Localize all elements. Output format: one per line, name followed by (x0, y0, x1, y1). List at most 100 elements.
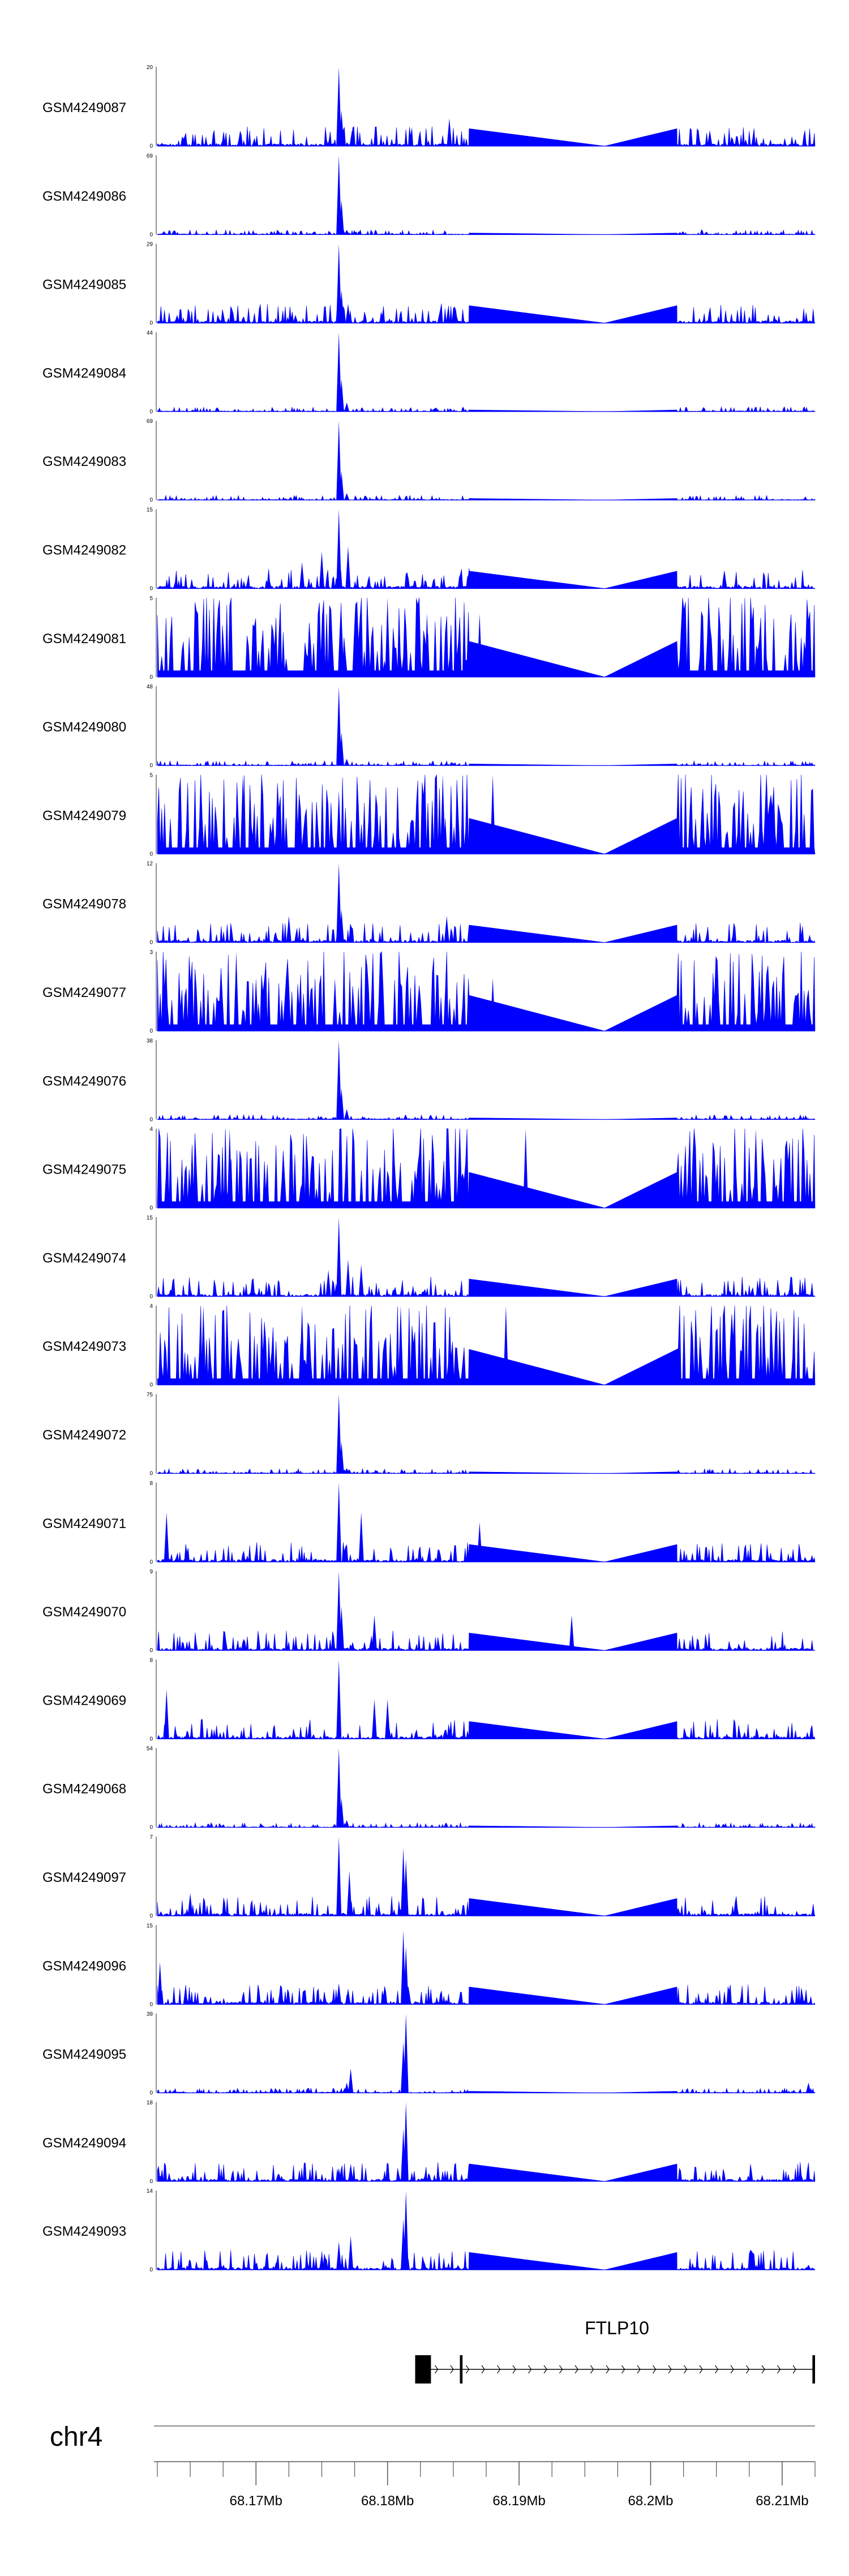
track-label: GSM4249096 (42, 1958, 126, 1974)
peak (338, 200, 344, 235)
track-label: GSM4249081 (42, 631, 126, 647)
peak (490, 774, 496, 854)
gene-track: FTLP10 (415, 2318, 815, 2384)
track-label: GSM4249095 (42, 2047, 126, 2062)
chromosome-label: chr4 (50, 2422, 102, 2452)
track-label: GSM4249093 (42, 2224, 126, 2239)
track-label: GSM4249097 (42, 1870, 126, 1885)
peak (336, 1482, 342, 1562)
signal-profile (157, 126, 816, 147)
peak (358, 1264, 364, 1296)
peak (344, 1109, 350, 1120)
y-min-label: 0 (149, 1825, 153, 1831)
strand-arrow (637, 2365, 641, 2374)
y-max-label: 5 (149, 772, 153, 778)
peak (424, 613, 430, 677)
peak (336, 1659, 342, 1739)
track-label: GSM4249073 (42, 1339, 126, 1354)
y-min-label: 0 (149, 851, 153, 857)
peak (338, 1088, 344, 1120)
peak (336, 243, 342, 323)
track-gsm4249075: GSM4249075 4 0 (42, 1127, 816, 1212)
strand-arrow (466, 2365, 470, 2374)
strand-arrow (512, 2365, 516, 2374)
signal-profile (157, 1542, 816, 1563)
strand-arrow (481, 2365, 485, 2374)
track-label: GSM4249076 (42, 1073, 126, 1089)
signal-profile (157, 1631, 816, 1651)
y-min-label: 0 (149, 1028, 153, 1034)
peak (286, 916, 291, 943)
track-gsm4249079: GSM4249079 5 0 (42, 772, 816, 857)
gene-exon (812, 2355, 815, 2384)
signal-profile (157, 760, 816, 766)
track-label: GSM4249078 (42, 897, 126, 912)
signal-profile (157, 2249, 816, 2270)
strand-arrow (746, 2365, 750, 2374)
y-max-label: 15 (147, 507, 153, 514)
track-label: GSM4249086 (42, 189, 126, 204)
peak (398, 1306, 404, 1385)
strand-arrow (715, 2365, 719, 2374)
strand-arrow (777, 2365, 781, 2374)
track-gsm4249080: GSM4249080 48 0 (42, 684, 816, 769)
track-gsm4249085: GSM4249085 29 0 (42, 242, 816, 327)
y-max-label: 18 (147, 2100, 153, 2106)
strand-arrow (450, 2365, 454, 2374)
track-gsm4249081: GSM4249081 5 0 (42, 596, 816, 681)
peak (371, 1615, 377, 1651)
peak (227, 1128, 233, 1208)
peak (707, 130, 713, 146)
y-max-label: 9 (149, 1569, 153, 1575)
y-min-label: 0 (149, 1736, 153, 1742)
axis-tick-label: 68.18Mb (361, 2493, 414, 2509)
track-label: GSM4249094 (42, 2136, 126, 2151)
signal-profile (157, 1114, 816, 1120)
peak (346, 1871, 352, 1916)
track-gsm4249070: GSM4249070 9 0 (42, 1569, 816, 1654)
track-gsm4249096: GSM4249096 15 0 (42, 1923, 816, 2008)
y-max-label: 7 (149, 1834, 153, 1841)
peak (344, 1468, 350, 1474)
peak (371, 1699, 377, 1739)
y-min-label: 0 (149, 1382, 153, 1388)
peak (338, 1441, 344, 1474)
peak (338, 379, 344, 412)
peak (338, 471, 344, 500)
peak (336, 509, 342, 589)
y-max-label: 12 (147, 861, 153, 867)
peak (349, 130, 355, 146)
signal-profile (157, 569, 816, 589)
peak (477, 1522, 482, 1562)
peak (348, 2236, 354, 2270)
peak (187, 1893, 193, 1916)
signal-profile (157, 2162, 816, 2182)
peak (336, 1040, 342, 1120)
y-min-label: 0 (149, 763, 153, 769)
peak (385, 597, 391, 677)
y-min-label: 0 (149, 143, 153, 149)
signal-profile (157, 229, 816, 236)
y-min-label: 0 (149, 586, 153, 592)
track-gsm4249068: GSM4249068 54 0 (42, 1746, 816, 1831)
strand-arrow (730, 2365, 734, 2374)
track-gsm4249084: GSM4249084 44 0 (42, 330, 816, 415)
peak (336, 2168, 342, 2181)
track-label: GSM4249070 (42, 1604, 126, 1620)
y-min-label: 0 (149, 409, 153, 415)
strand-arrow (653, 2365, 657, 2374)
peak (336, 790, 342, 854)
strand-arrow (792, 2365, 796, 2374)
y-min-label: 0 (149, 320, 153, 327)
peak (569, 1615, 574, 1651)
signal-profile (157, 2087, 816, 2094)
peak (401, 2219, 406, 2270)
track-gsm4249094: GSM4249094 18 0 (42, 2100, 816, 2185)
axis-tick-label: 68.2Mb (628, 2493, 673, 2509)
peak (336, 2241, 342, 2270)
peak (293, 315, 298, 323)
peak (336, 1217, 342, 1296)
track-label: GSM4249068 (42, 1782, 126, 1797)
track-gsm4249072: GSM4249072 75 0 (42, 1392, 816, 1477)
track-label: GSM4249071 (42, 1516, 126, 1531)
